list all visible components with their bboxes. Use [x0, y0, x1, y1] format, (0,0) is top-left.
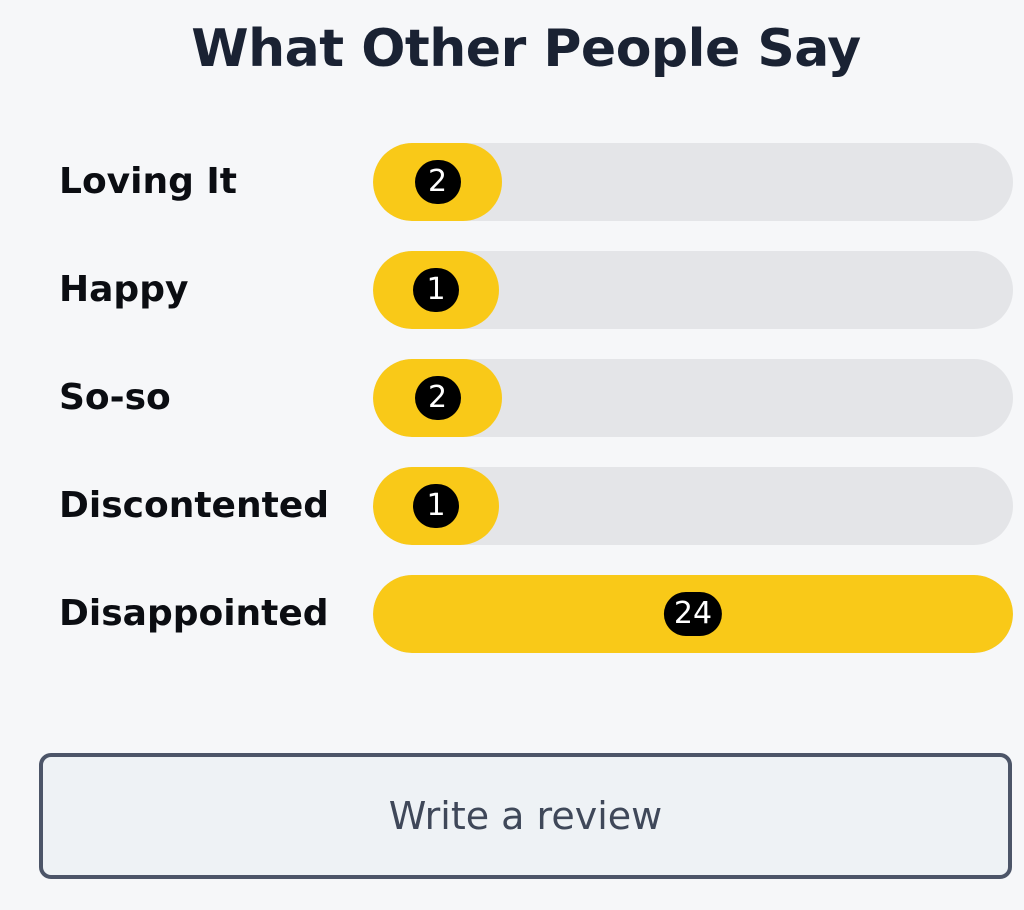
- rating-row-discontented: Discontented 1: [0, 467, 1024, 545]
- write-review-button[interactable]: Write a review: [39, 753, 1012, 879]
- rating-bar-track: 1: [373, 467, 1013, 545]
- rating-row-so-so: So-so 2: [0, 359, 1024, 437]
- rating-row-loving-it: Loving It 2: [0, 143, 1024, 221]
- rating-count-badge: 2: [414, 376, 461, 420]
- rating-label: Disappointed: [59, 593, 329, 634]
- rating-count-badge: 24: [663, 592, 723, 636]
- page-title: What Other People Say: [191, 19, 861, 79]
- rating-count-badge: 1: [413, 268, 459, 312]
- rating-count-badge: 2: [414, 160, 461, 204]
- rating-row-happy: Happy 1: [0, 251, 1024, 329]
- rating-label: So-so: [59, 377, 171, 418]
- rating-bar-track: 2: [373, 143, 1013, 221]
- rating-count-badge: 1: [413, 484, 459, 528]
- rating-label: Happy: [59, 269, 189, 310]
- rating-label: Loving It: [59, 161, 238, 202]
- rating-label: Discontented: [59, 485, 329, 526]
- rating-bar-track: 2: [373, 359, 1013, 437]
- rating-bar-track: 24: [373, 575, 1013, 653]
- rating-row-disappointed: Disappointed 24: [0, 575, 1024, 653]
- rating-bar-track: 1: [373, 251, 1013, 329]
